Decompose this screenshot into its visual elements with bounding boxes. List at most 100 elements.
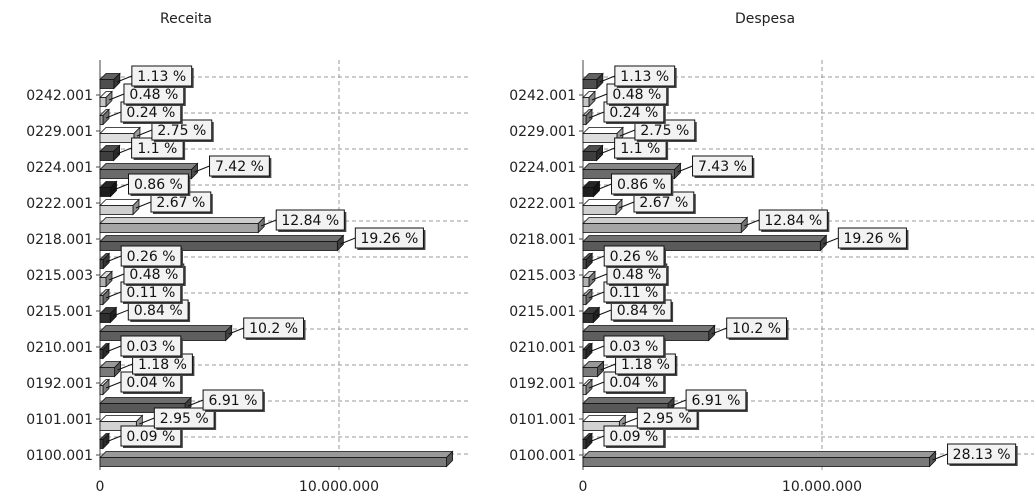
data-label: 0.11 % — [105, 281, 183, 304]
category-label: 0218.001 — [509, 232, 576, 248]
data-label: 19.26 % — [340, 227, 426, 250]
bars — [99, 72, 454, 468]
data-label-text: 0.86 % — [134, 177, 183, 193]
category-label: 0100.001 — [26, 448, 93, 464]
category-label: 0192.001 — [509, 376, 576, 392]
data-label: 0.26 % — [106, 245, 184, 268]
data-label: 6.91 % — [187, 389, 265, 412]
category-label: 0215.003 — [26, 268, 93, 284]
bar — [582, 216, 749, 234]
data-label: 2.67 % — [618, 191, 696, 214]
data-label: 2.75 % — [136, 119, 214, 142]
bar — [99, 234, 345, 252]
data-label: 1.13 % — [599, 65, 677, 88]
bar — [582, 270, 596, 288]
data-label: 2.67 % — [135, 191, 213, 214]
chart-despesa: Despesa 0100.001 0101.001 0192.001 0210.001 0… — [509, 11, 1034, 495]
bar — [99, 342, 110, 360]
data-label: 12.84 % — [744, 209, 830, 232]
bar — [582, 144, 604, 162]
chart-title: Receita — [160, 11, 212, 27]
data-label: 0.24 % — [588, 101, 666, 124]
data-label: 0.04 % — [105, 371, 183, 394]
data-label-text: 0.09 % — [609, 429, 658, 445]
bar — [582, 360, 605, 378]
category-label: 0222.001 — [509, 196, 576, 212]
data-label: 10.2 % — [228, 317, 306, 340]
data-label-text: 0.48 % — [129, 267, 178, 283]
data-label: 1.13 % — [116, 65, 194, 88]
data-label-text: 1.13 % — [137, 69, 186, 85]
data-label-text: 2.95 % — [160, 411, 209, 427]
bar — [582, 288, 593, 306]
bar — [582, 432, 593, 450]
data-label: 28.13 % — [932, 443, 1018, 466]
data-label-text: 7.43 % — [698, 159, 747, 175]
data-label: 0.03 % — [588, 335, 666, 358]
category-label: 0224.001 — [26, 160, 93, 176]
data-labels: 28.13 % 0.09 % 2.95 %6.91 % 0.04 % 1.18 % 0.0… — [588, 65, 1018, 466]
category-label: 0242.001 — [26, 88, 93, 104]
data-label: 0.09 % — [588, 425, 666, 448]
bar — [99, 378, 110, 396]
data-label-text: 0.86 % — [617, 177, 666, 193]
bar — [582, 450, 937, 468]
data-label: 0.86 % — [113, 173, 191, 196]
data-label-text: 12.84 % — [764, 213, 822, 229]
data-label: 1.1 % — [599, 137, 669, 160]
category-label: 0215.001 — [509, 304, 576, 320]
data-label-text: 28.13 % — [953, 447, 1011, 463]
data-label-text: 0.09 % — [126, 429, 175, 445]
data-label-text: 0.04 % — [609, 375, 658, 391]
data-label-text: 0.26 % — [127, 249, 176, 265]
data-label: 0.09 % — [105, 425, 183, 448]
category-label: 0210.001 — [26, 340, 93, 356]
data-label-text: 2.75 % — [157, 123, 206, 139]
data-label-text: 0.84 % — [617, 303, 666, 319]
data-label-text: 1.13 % — [620, 69, 669, 85]
data-label: 0.48 % — [108, 83, 186, 106]
data-label-text: 6.91 % — [209, 393, 258, 409]
data-label: 6.91 % — [670, 389, 748, 412]
data-label: 2.95 % — [139, 407, 217, 430]
category-label: 0224.001 — [509, 160, 576, 176]
bar — [99, 450, 454, 468]
data-label-text: 10.2 % — [249, 321, 298, 337]
data-label: 0.26 % — [589, 245, 667, 268]
data-label: 0.84 % — [113, 299, 191, 322]
data-label: 0.86 % — [596, 173, 674, 196]
data-label-text: 2.67 % — [639, 195, 688, 211]
bar — [99, 90, 113, 108]
bar — [582, 180, 601, 198]
data-label-text: 7.42 % — [215, 159, 264, 175]
value-tick-label: 0 — [579, 479, 588, 495]
category-label: 0229.001 — [26, 124, 93, 140]
data-label-text: 0.48 % — [129, 87, 178, 103]
data-label-text: 0.03 % — [126, 339, 175, 355]
data-label: 0.48 % — [591, 83, 669, 106]
bar — [99, 396, 193, 414]
data-label: 0.48 % — [591, 263, 669, 286]
data-label: 10.2 % — [711, 317, 789, 340]
bar — [582, 90, 596, 108]
data-label-text: 19.26 % — [843, 231, 901, 247]
bar — [99, 180, 118, 198]
data-label-text: 2.95 % — [643, 411, 692, 427]
data-label-text: 6.91 % — [692, 393, 741, 409]
bar — [582, 252, 594, 270]
data-label-text: 0.26 % — [610, 249, 659, 265]
data-label-text: 0.24 % — [609, 105, 658, 121]
chart-receita: Receita 0100.001 0101.001 0192.001 0210.001 0… — [26, 11, 470, 495]
data-label-text: 0.03 % — [609, 339, 658, 355]
data-label: 7.42 % — [194, 155, 272, 178]
data-label: 0.48 % — [108, 263, 186, 286]
bar — [582, 234, 828, 252]
category-label: 0242.001 — [509, 88, 576, 104]
bar — [99, 144, 121, 162]
bar — [582, 342, 593, 360]
bar — [582, 378, 593, 396]
data-label: 0.11 % — [588, 281, 666, 304]
bar — [582, 72, 604, 90]
data-label-text: 0.11 % — [126, 285, 175, 301]
data-labels: 0.09 % 2.95 %6.91 % 0.04 % 1.18 % 0.03 % 10.2… — [105, 65, 426, 448]
